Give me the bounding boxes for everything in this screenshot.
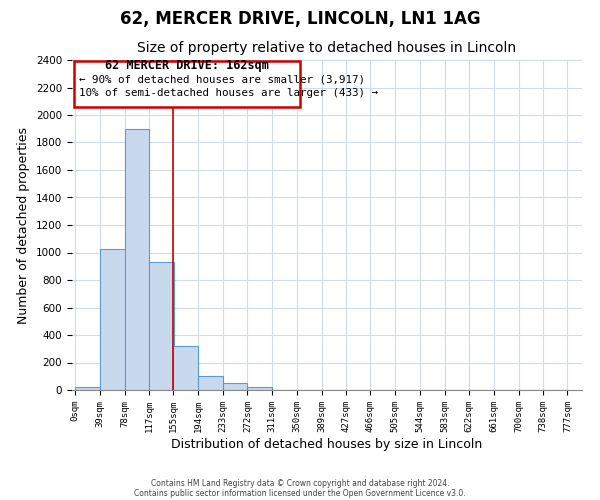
Bar bbox=[247, 386, 272, 390]
Y-axis label: Number of detached properties: Number of detached properties bbox=[17, 126, 31, 324]
Text: ← 90% of detached houses are smaller (3,917): ← 90% of detached houses are smaller (3,… bbox=[79, 74, 365, 85]
Bar bbox=[74, 62, 300, 107]
Bar bbox=[198, 376, 223, 390]
Text: 62, MERCER DRIVE, LINCOLN, LN1 1AG: 62, MERCER DRIVE, LINCOLN, LN1 1AG bbox=[119, 10, 481, 28]
Text: 10% of semi-detached houses are larger (433) →: 10% of semi-detached houses are larger (… bbox=[79, 88, 378, 98]
Title: Size of property relative to detached houses in Lincoln: Size of property relative to detached ho… bbox=[137, 40, 517, 54]
Bar bbox=[100, 249, 125, 390]
X-axis label: Distribution of detached houses by size in Lincoln: Distribution of detached houses by size … bbox=[172, 438, 482, 450]
Text: Contains HM Land Registry data © Crown copyright and database right 2024.: Contains HM Land Registry data © Crown c… bbox=[151, 478, 449, 488]
Text: Contains public sector information licensed under the Open Government Licence v3: Contains public sector information licen… bbox=[134, 488, 466, 498]
Bar bbox=[223, 383, 247, 390]
Bar bbox=[149, 262, 174, 390]
Bar bbox=[173, 346, 198, 390]
Bar bbox=[125, 128, 149, 390]
Text: 62 MERCER DRIVE: 162sqm: 62 MERCER DRIVE: 162sqm bbox=[105, 60, 269, 72]
Bar bbox=[75, 386, 100, 390]
